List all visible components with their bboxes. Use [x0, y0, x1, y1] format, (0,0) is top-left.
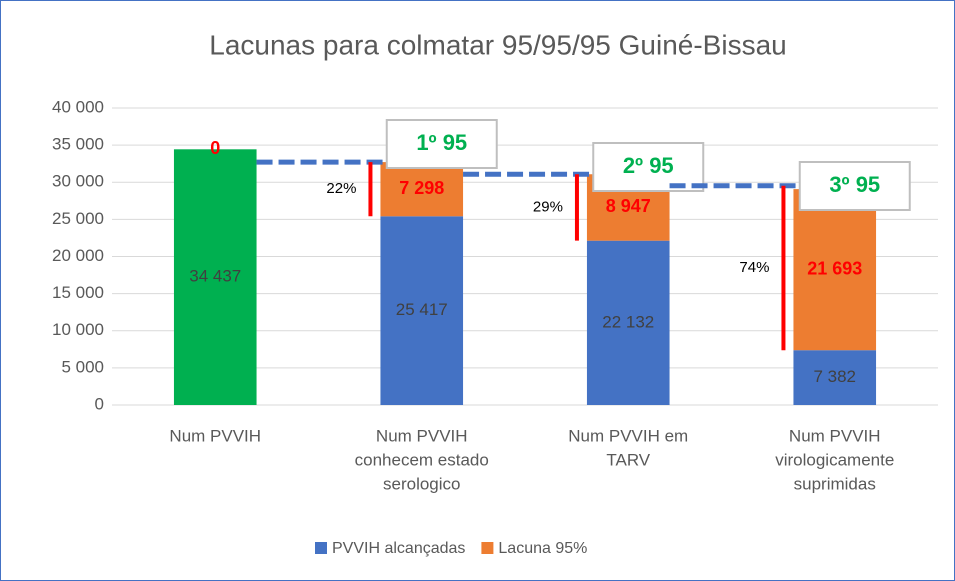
data-label: 7 382	[813, 367, 856, 386]
data-label: 8 947	[606, 196, 651, 216]
data-label: 22 132	[602, 312, 654, 331]
x-tick-label: Num PVVIH	[169, 426, 261, 445]
x-tick-label: serologico	[383, 474, 461, 493]
target-box	[798, 161, 911, 211]
gap-label: 74%	[739, 259, 769, 276]
y-tick-label: 15 000	[52, 283, 104, 302]
bar-segment	[793, 350, 877, 405]
x-tick-label: Num PVVIH em	[568, 426, 688, 445]
y-tick-label: 20 000	[52, 246, 104, 265]
x-tick-label: Num PVVIH	[789, 426, 881, 445]
legend-swatch	[481, 542, 494, 554]
data-label: 7 298	[399, 178, 444, 198]
target-label: 2º 95	[623, 153, 674, 178]
y-tick-label: 35 000	[52, 135, 104, 154]
target-label: 1º 95	[416, 130, 467, 155]
chart-title: Lacunas para colmatar 95/95/95 Guiné-Bis…	[209, 29, 786, 60]
bar-segment	[173, 149, 257, 405]
bar-segment	[380, 216, 464, 405]
x-tick-label: Num PVVIH	[376, 426, 468, 445]
x-tick-label: conhecem estado	[355, 450, 489, 469]
bar-segment	[586, 240, 670, 405]
data-label: 0	[210, 138, 220, 158]
x-tick-label: suprimidas	[794, 474, 876, 493]
target-box	[385, 119, 498, 169]
legend-label: Lacuna 95%	[498, 540, 587, 557]
legend-swatch	[315, 542, 327, 554]
legend-label: PVVIH alcançadas	[332, 540, 465, 557]
y-tick-label: 25 000	[52, 209, 104, 228]
target-box	[592, 142, 705, 192]
data-label: 34 437	[189, 267, 241, 286]
y-tick-label: 10 000	[52, 320, 104, 339]
bar-segment	[380, 162, 464, 217]
y-tick-label: 30 000	[52, 172, 104, 191]
gap-label: 29%	[533, 198, 563, 215]
bar-segment	[793, 189, 877, 351]
y-tick-label: 0	[95, 394, 104, 413]
data-label: 25 417	[396, 300, 448, 319]
y-tick-label: 40 000	[52, 97, 104, 116]
gap-label: 22%	[326, 180, 356, 197]
x-tick-label: virologicamente	[775, 450, 894, 469]
target-label: 3º 95	[829, 172, 880, 197]
y-tick-label: 5 000	[61, 357, 104, 376]
x-tick-label: TARV	[606, 450, 650, 469]
data-label: 21 693	[807, 258, 862, 278]
